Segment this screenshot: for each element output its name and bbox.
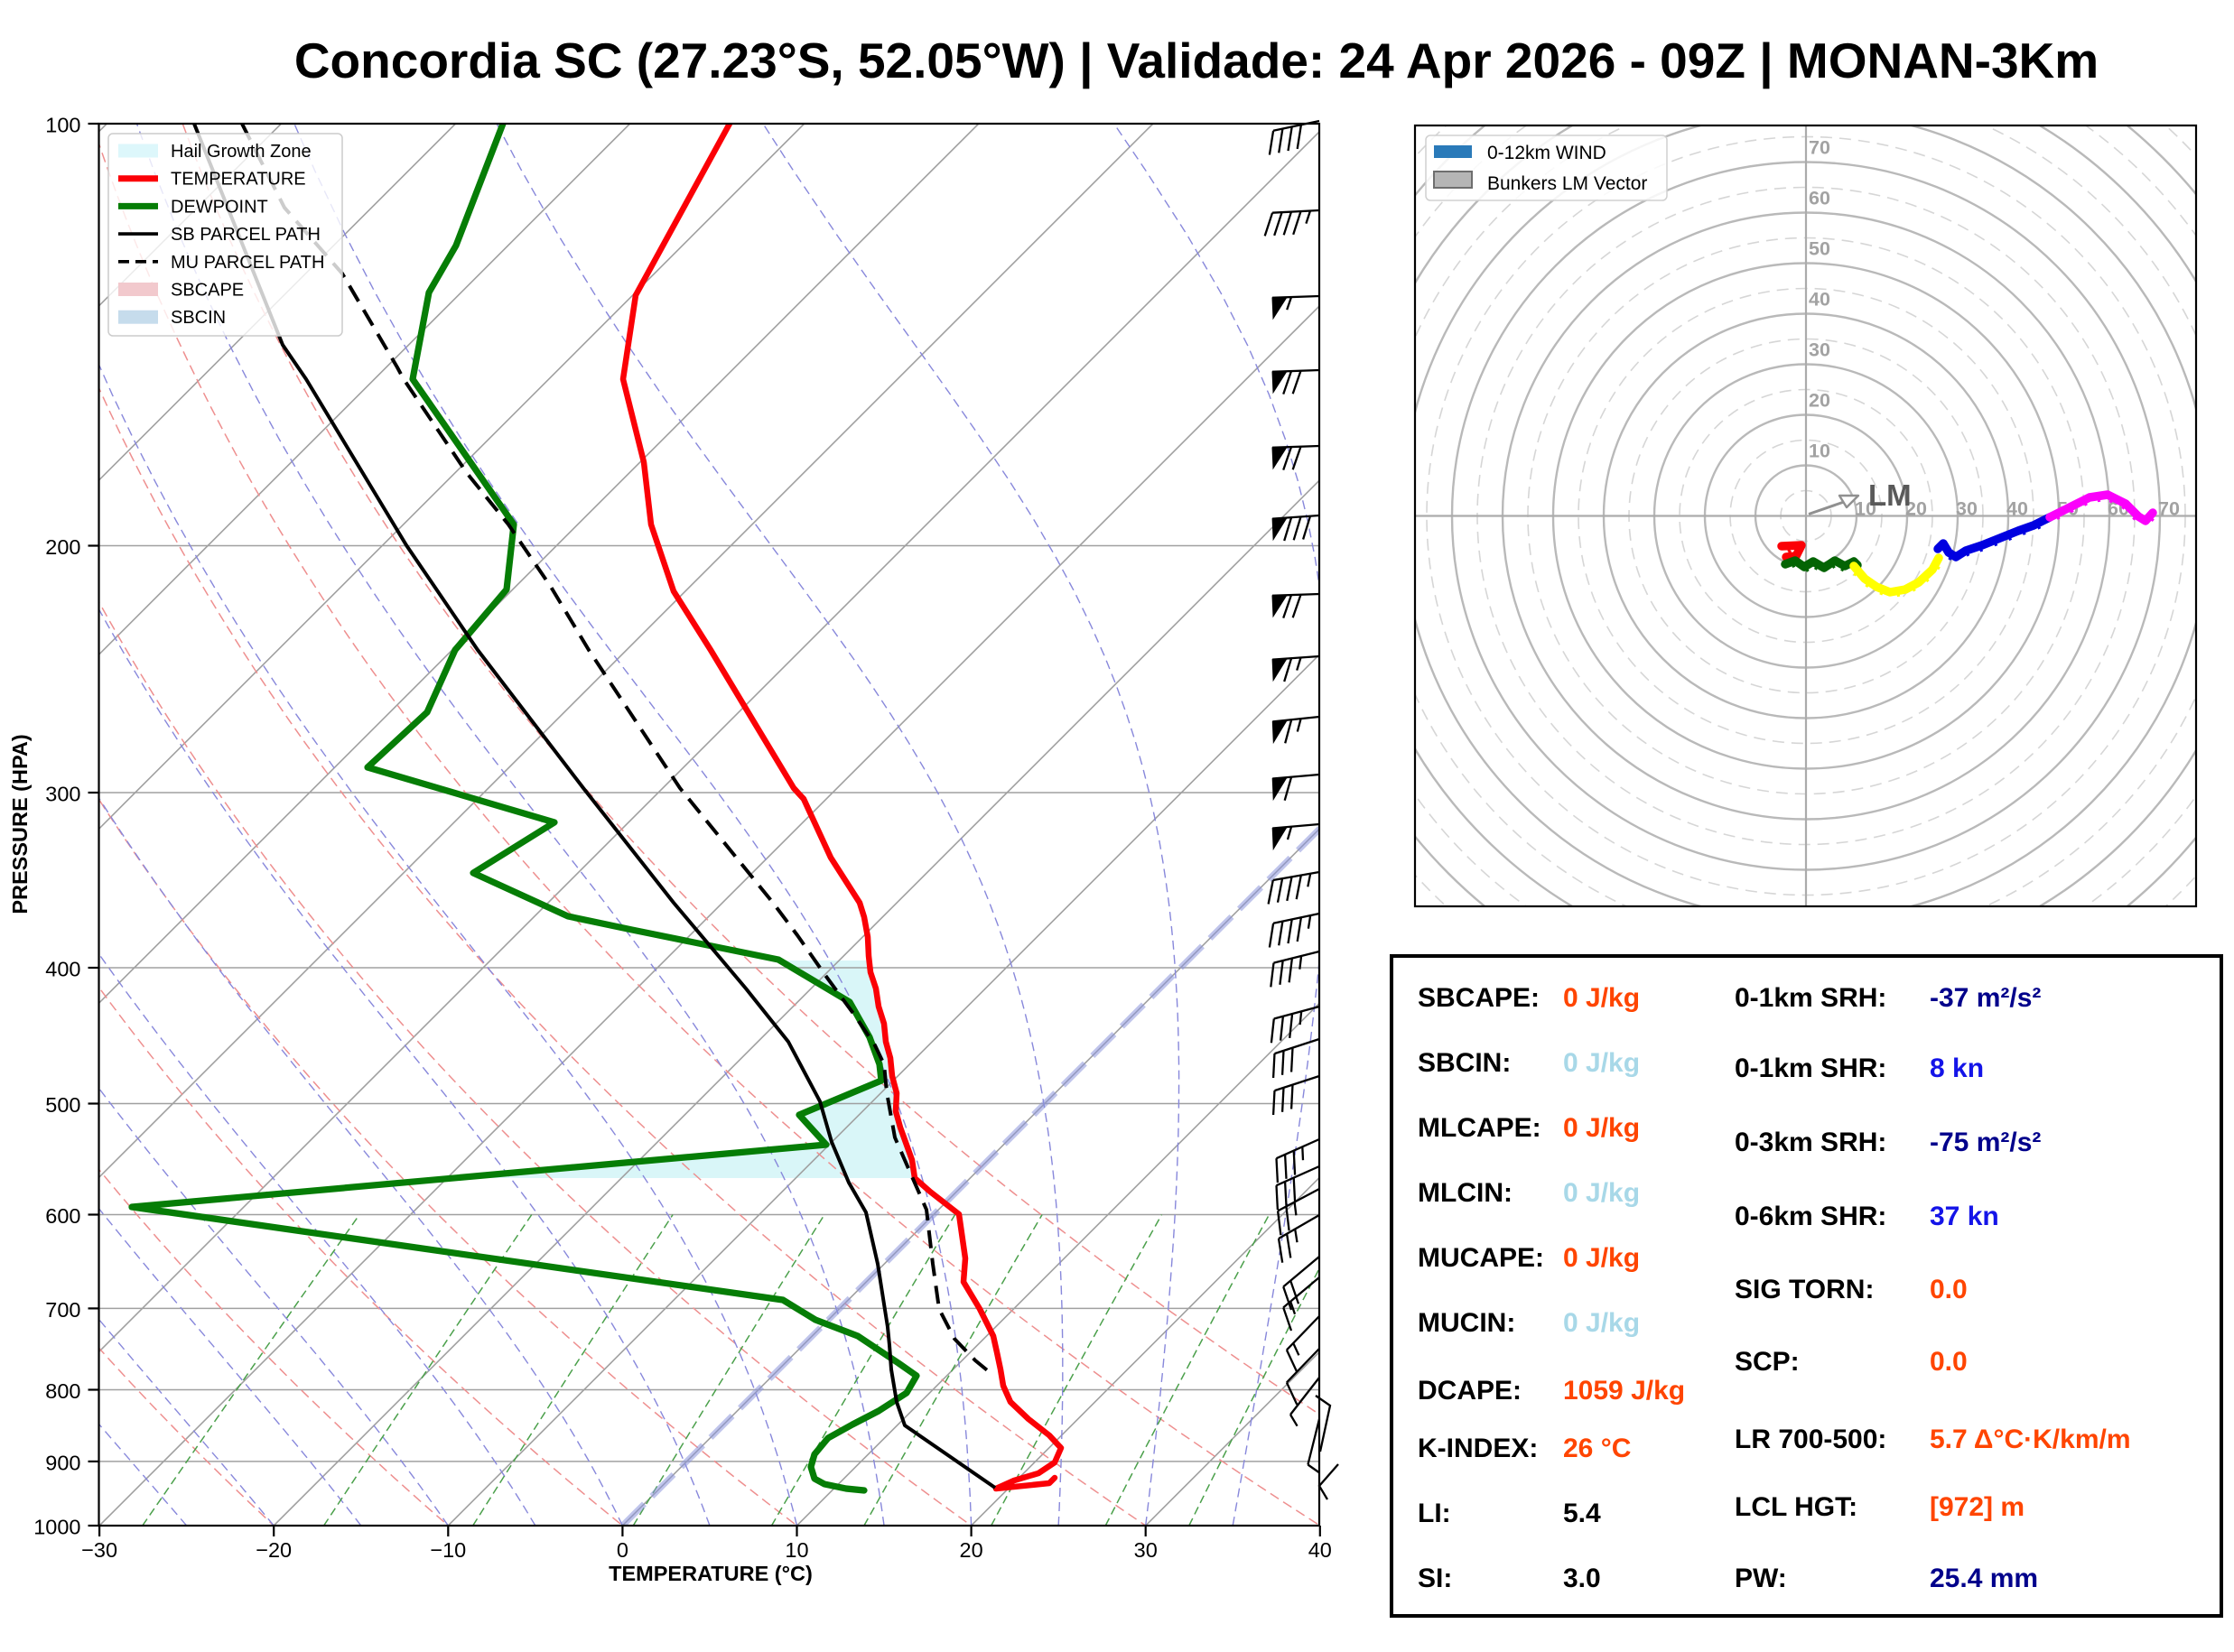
- svg-text:900: 900: [45, 1451, 80, 1474]
- svg-text:300: 300: [45, 783, 80, 806]
- svg-text:20: 20: [1905, 498, 1927, 520]
- svg-text:30: 30: [1134, 1538, 1158, 1562]
- svg-text:−30: −30: [81, 1538, 117, 1562]
- svg-text:SBCIN:: SBCIN:: [1418, 1048, 1511, 1078]
- svg-text:SCP:: SCP:: [1735, 1347, 1800, 1377]
- svg-text:MLCIN:: MLCIN:: [1418, 1178, 1513, 1208]
- svg-text:700: 700: [45, 1298, 80, 1322]
- svg-text:0.0: 0.0: [1930, 1275, 1968, 1304]
- svg-text:0: 0: [617, 1538, 628, 1562]
- svg-text:40: 40: [1809, 289, 1830, 311]
- svg-text:LM: LM: [1868, 478, 1912, 512]
- svg-text:−10: −10: [430, 1538, 466, 1562]
- svg-text:SBCIN: SBCIN: [171, 308, 226, 328]
- svg-text:LCL HGT:: LCL HGT:: [1735, 1492, 1857, 1522]
- svg-text:MUCIN:: MUCIN:: [1418, 1308, 1515, 1338]
- svg-text:SBCAPE:: SBCAPE:: [1418, 983, 1540, 1013]
- svg-text:200: 200: [45, 535, 80, 559]
- svg-text:30: 30: [1809, 339, 1830, 361]
- svg-text:0 J/kg: 0 J/kg: [1563, 1048, 1640, 1078]
- svg-text:DEWPOINT: DEWPOINT: [171, 197, 268, 217]
- svg-text:SBCAPE: SBCAPE: [171, 281, 244, 301]
- svg-text:PRESSURE (HPA): PRESSURE (HPA): [8, 734, 32, 914]
- svg-text:SIG TORN:: SIG TORN:: [1735, 1275, 1874, 1304]
- svg-text:400: 400: [45, 958, 80, 981]
- svg-text:40: 40: [1308, 1538, 1332, 1562]
- svg-text:50: 50: [1809, 238, 1830, 260]
- svg-text:0 J/kg: 0 J/kg: [1563, 1308, 1640, 1338]
- svg-text:500: 500: [45, 1093, 80, 1117]
- svg-text:8 kn: 8 kn: [1930, 1053, 1984, 1083]
- svg-text:[972] m: [972] m: [1930, 1492, 2025, 1522]
- svg-text:PW:: PW:: [1735, 1564, 1787, 1593]
- svg-text:1059 J/kg: 1059 J/kg: [1563, 1376, 1685, 1406]
- svg-text:25.4 mm: 25.4 mm: [1930, 1564, 2038, 1593]
- svg-text:26 °C: 26 °C: [1563, 1434, 1631, 1463]
- svg-text:SB PARCEL PATH: SB PARCEL PATH: [171, 225, 321, 245]
- svg-text:70: 70: [1809, 137, 1830, 159]
- svg-text:0-1km SRH:: 0-1km SRH:: [1735, 983, 1886, 1013]
- svg-text:0 J/kg: 0 J/kg: [1563, 1178, 1640, 1208]
- svg-text:0 J/kg: 0 J/kg: [1563, 1243, 1640, 1273]
- svg-text:0 J/kg: 0 J/kg: [1563, 983, 1640, 1013]
- svg-text:40: 40: [2006, 498, 2028, 520]
- svg-text:5.4: 5.4: [1563, 1499, 1601, 1528]
- svg-text:30: 30: [1956, 498, 1978, 520]
- svg-text:Hail Growth Zone: Hail Growth Zone: [171, 142, 312, 162]
- svg-text:5.7 Δ°C·K/km/m: 5.7 Δ°C·K/km/m: [1930, 1425, 2131, 1454]
- svg-text:800: 800: [45, 1379, 80, 1403]
- svg-text:0 J/kg: 0 J/kg: [1563, 1113, 1640, 1143]
- svg-text:0-3km SRH:: 0-3km SRH:: [1735, 1128, 1886, 1157]
- svg-text:10: 10: [1855, 498, 1876, 520]
- svg-text:600: 600: [45, 1204, 80, 1228]
- svg-text:MU PARCEL PATH: MU PARCEL PATH: [171, 253, 324, 273]
- svg-text:Bunkers LM Vector: Bunkers LM Vector: [1487, 173, 1647, 194]
- svg-text:Concordia SC (27.23°S, 52.05°W: Concordia SC (27.23°S, 52.05°W) | Valida…: [294, 32, 2099, 89]
- svg-text:SI:: SI:: [1418, 1564, 1452, 1593]
- svg-text:MLCAPE:: MLCAPE:: [1418, 1113, 1541, 1143]
- svg-text:60: 60: [1809, 188, 1830, 209]
- svg-text:LR 700-500:: LR 700-500:: [1735, 1425, 1886, 1454]
- svg-text:MUCAPE:: MUCAPE:: [1418, 1243, 1544, 1273]
- svg-text:K-INDEX:: K-INDEX:: [1418, 1434, 1538, 1463]
- svg-text:10: 10: [785, 1538, 808, 1562]
- svg-text:DCAPE:: DCAPE:: [1418, 1376, 1522, 1406]
- svg-text:LI:: LI:: [1418, 1499, 1451, 1528]
- svg-text:20: 20: [960, 1538, 983, 1562]
- svg-text:70: 70: [2158, 498, 2180, 520]
- svg-text:3.0: 3.0: [1563, 1564, 1601, 1593]
- svg-text:20: 20: [1809, 390, 1830, 412]
- svg-text:0-6km SHR:: 0-6km SHR:: [1735, 1202, 1886, 1231]
- svg-text:−20: −20: [256, 1538, 292, 1562]
- svg-text:0-1km SHR:: 0-1km SHR:: [1735, 1053, 1886, 1083]
- svg-text:-75 m²/s²: -75 m²/s²: [1930, 1128, 2041, 1157]
- svg-text:37 kn: 37 kn: [1930, 1202, 1999, 1231]
- svg-text:1000: 1000: [33, 1516, 80, 1539]
- svg-text:TEMPERATURE: TEMPERATURE: [171, 170, 306, 190]
- svg-text:0.0: 0.0: [1930, 1347, 1968, 1377]
- svg-text:10: 10: [1809, 441, 1830, 462]
- svg-text:-37 m²/s²: -37 m²/s²: [1930, 983, 2041, 1013]
- svg-text:TEMPERATURE (°C): TEMPERATURE (°C): [609, 1562, 813, 1585]
- svg-text:0-12km WIND: 0-12km WIND: [1487, 143, 1606, 163]
- svg-text:100: 100: [45, 114, 80, 137]
